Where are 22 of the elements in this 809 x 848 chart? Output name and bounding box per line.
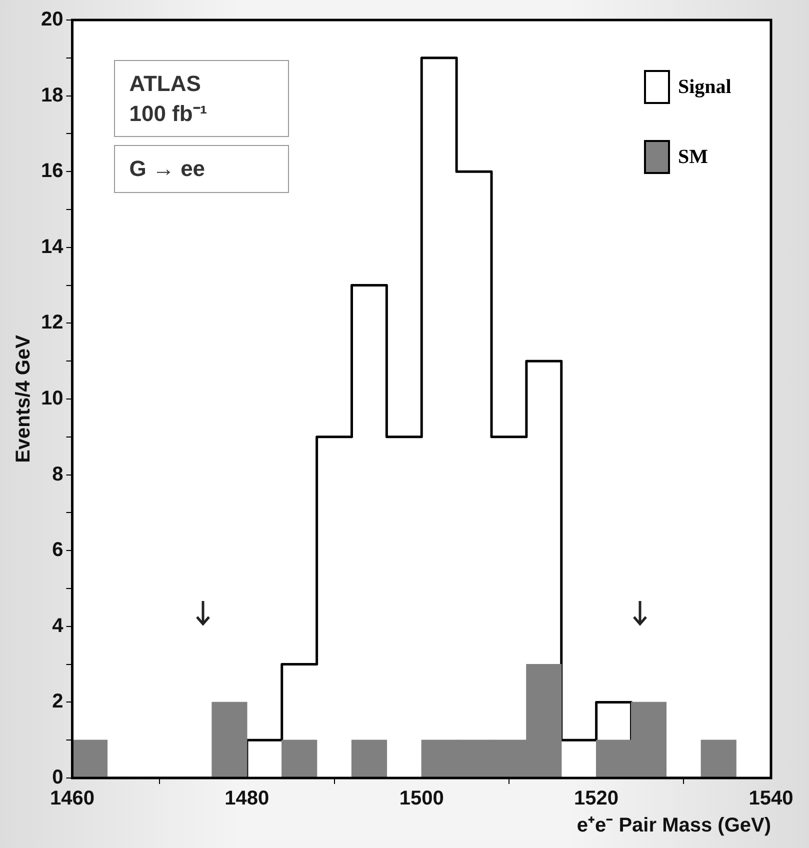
y-tick-label: 14 (40, 236, 64, 258)
x-axis-title: e⁺e⁻ Pair Mass (GeV) (576, 814, 771, 837)
legend-label: Signal (678, 76, 732, 98)
legend-label: SM (678, 146, 708, 168)
y-tick-label: 4 (52, 614, 64, 637)
x-tick-label: 1520 (574, 788, 619, 810)
y-tick-label: 10 (40, 388, 64, 410)
y-tick-label: 20 (40, 8, 64, 31)
y-tick-label: 16 (40, 160, 64, 182)
x-tick-label: 1480 (224, 788, 270, 810)
x-tick-label: 1540 (748, 788, 794, 810)
x-tick-label: 1460 (50, 788, 94, 810)
text-box: ATLAS 100 fb⁻¹ (114, 60, 290, 138)
y-tick-label: 6 (52, 539, 64, 562)
y-tick-label: 18 (40, 84, 64, 106)
y-tick-label: 12 (40, 312, 64, 334)
y-axis-title: Events/4 GeV (12, 334, 35, 463)
y-tick-label: 2 (52, 690, 64, 713)
x-tick-label: 1500 (399, 788, 444, 810)
y-tick-label: 0 (52, 766, 64, 789)
y-tick-label: 8 (52, 463, 64, 486)
text-box: G → ee (114, 145, 290, 193)
